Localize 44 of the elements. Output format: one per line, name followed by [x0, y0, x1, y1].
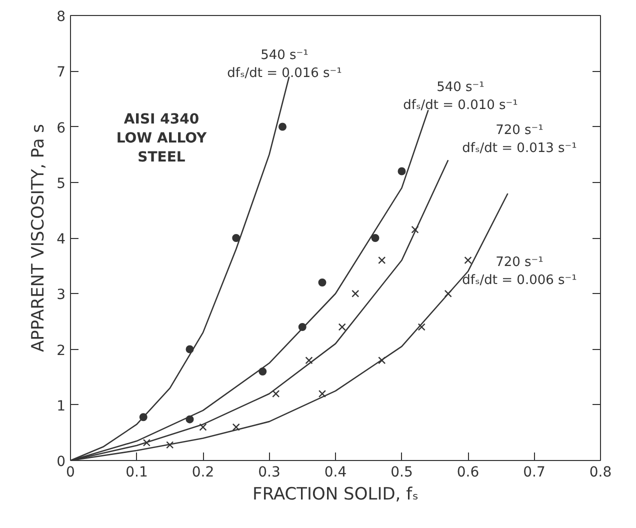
- annotation: 540 s⁻¹ dfₛ/dt = 0.010 s⁻¹: [403, 80, 518, 113]
- point: [371, 234, 380, 242]
- x-axis-title: FRACTION SOLID, fₛ: [252, 484, 418, 504]
- point: [272, 390, 280, 398]
- point: [232, 234, 240, 242]
- y-tick-label: 8: [56, 9, 66, 25]
- point: [418, 323, 426, 331]
- x-tick-label: 0.6: [456, 464, 480, 480]
- annotation: 720 s⁻¹ dfₛ/dt = 0.013 s⁻¹: [462, 123, 577, 156]
- x-tick-label: 0.1: [126, 464, 148, 480]
- x-tick-label: 0.4: [324, 464, 347, 480]
- point: [444, 290, 452, 298]
- x-tick-label: 0.2: [192, 464, 214, 480]
- annotation: AISI 4340 LOW ALLOY STEEL: [116, 111, 208, 166]
- point: [464, 256, 472, 264]
- y-tick-label: 6: [56, 120, 66, 136]
- x-tick-label: 0.8: [589, 464, 612, 480]
- point: [199, 423, 207, 431]
- point: [378, 356, 386, 364]
- annotation: 540 s⁻¹ dfₛ/dt = 0.016 s⁻¹: [227, 48, 342, 81]
- point: [378, 256, 386, 264]
- x-tick-label: 0.3: [258, 464, 280, 480]
- point: [305, 356, 313, 364]
- point: [352, 290, 360, 298]
- point: [398, 167, 406, 176]
- point: [338, 323, 346, 331]
- x-tick-label: 0.5: [390, 464, 413, 480]
- y-tick-label: 5: [56, 176, 66, 192]
- y-tick-label: 2: [56, 342, 66, 359]
- point: [166, 441, 174, 449]
- point: [142, 438, 150, 446]
- annotation: 720 s⁻¹ dfₛ/dt = 0.006 s⁻¹: [462, 255, 577, 288]
- point: [278, 122, 286, 131]
- point: [318, 390, 326, 398]
- y-tick-label: 3: [56, 287, 66, 304]
- point: [232, 423, 240, 431]
- point: [411, 226, 419, 234]
- y-tick-label: 1: [56, 398, 66, 414]
- y-tick-label: 0: [56, 454, 66, 470]
- y-tick-label: 4: [56, 232, 66, 248]
- y-tick-label: 7: [56, 64, 66, 81]
- y-axis-title: APPARENT VISCOSITY, Pa s: [28, 124, 49, 352]
- x-tick-label: 0.7: [523, 464, 546, 480]
- point: [318, 278, 326, 286]
